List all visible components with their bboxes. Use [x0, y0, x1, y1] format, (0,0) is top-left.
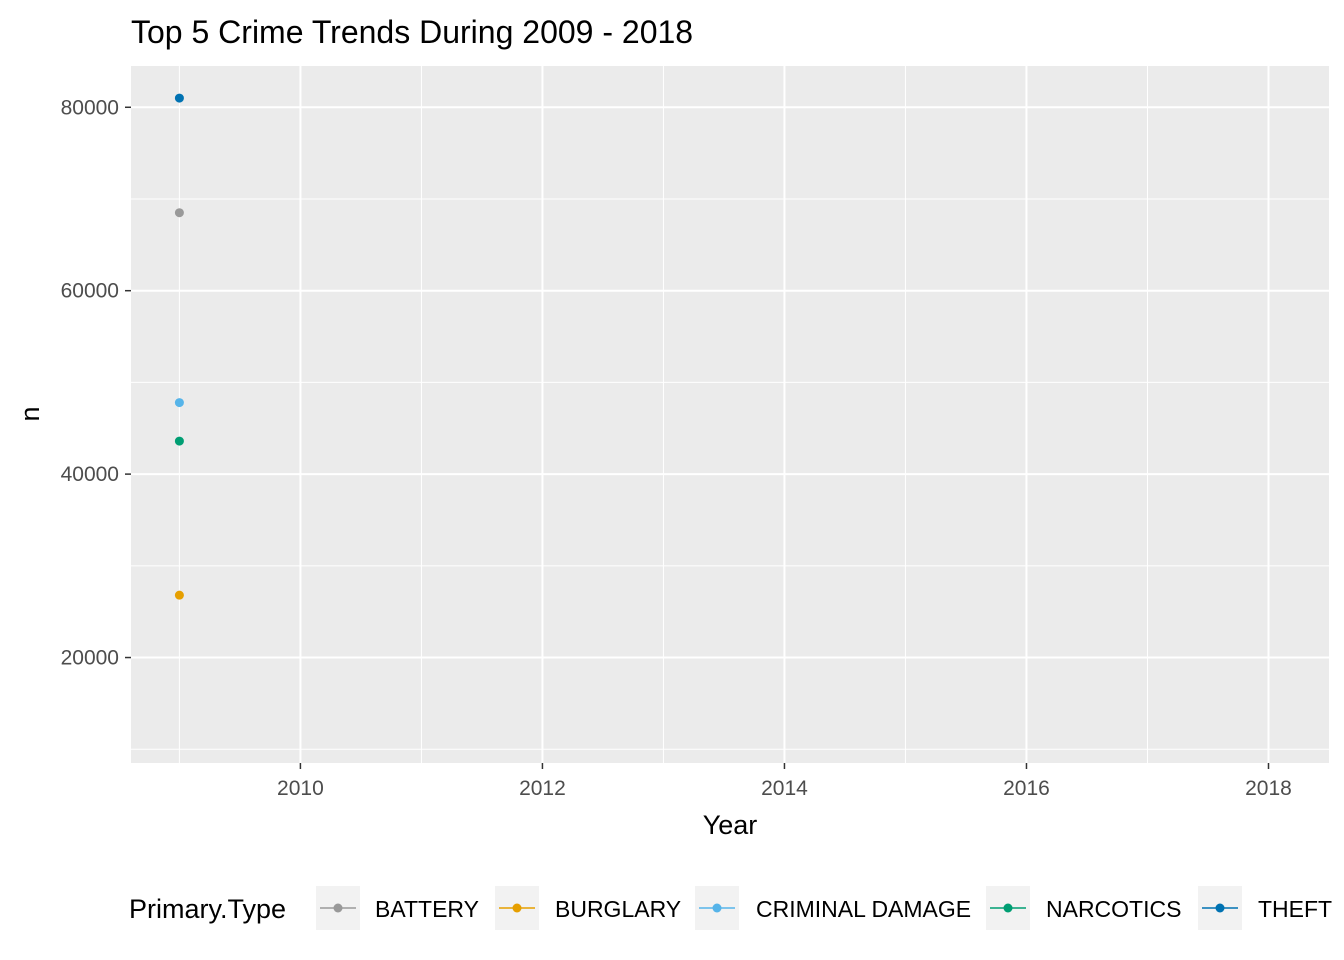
x-axis-title: Year: [703, 810, 758, 840]
x-axis: 2010 2012 2014 2016 2018: [277, 763, 1292, 800]
y-axis: 20000 40000 60000 80000: [61, 96, 131, 670]
y-tick-label: 20000: [61, 647, 119, 670]
legend-label: NARCOTICS: [1046, 896, 1181, 922]
major-gridlines: [131, 66, 1329, 763]
legend-title: Primary.Type: [129, 894, 286, 924]
data-point: [174, 208, 184, 218]
minor-gridlines: [131, 66, 1329, 763]
y-tick-label: 60000: [61, 280, 119, 303]
data-point: [174, 590, 184, 600]
legend-label: BURGLARY: [555, 896, 681, 922]
legend-label: CRIMINAL DAMAGE: [756, 896, 971, 922]
legend-key-point: [1215, 903, 1225, 913]
x-tick-label: 2010: [277, 777, 324, 800]
legend-label: BATTERY: [375, 896, 479, 922]
legend: BATTERY BURGLARY CRIMINAL DAMAGE NARCOTICS T…: [316, 886, 1332, 930]
x-tick-label: 2018: [1245, 777, 1292, 800]
legend-key-point: [333, 903, 343, 913]
legend-label: THEFT: [1258, 896, 1332, 922]
data-points: [174, 93, 184, 600]
y-axis-title: n: [15, 406, 45, 421]
data-point: [174, 436, 184, 446]
y-tick-label: 80000: [61, 96, 119, 119]
legend-key-point: [1003, 903, 1013, 913]
data-point: [174, 398, 184, 408]
legend-key-point: [712, 903, 722, 913]
x-tick-label: 2016: [1003, 777, 1050, 800]
data-point: [174, 93, 184, 103]
legend-key-point: [512, 903, 522, 913]
x-tick-label: 2014: [761, 777, 808, 800]
plot-panel: [131, 66, 1329, 763]
chart-title: Top 5 Crime Trends During 2009 - 2018: [131, 14, 693, 50]
y-tick-label: 40000: [61, 463, 119, 486]
x-tick-label: 2012: [519, 777, 566, 800]
